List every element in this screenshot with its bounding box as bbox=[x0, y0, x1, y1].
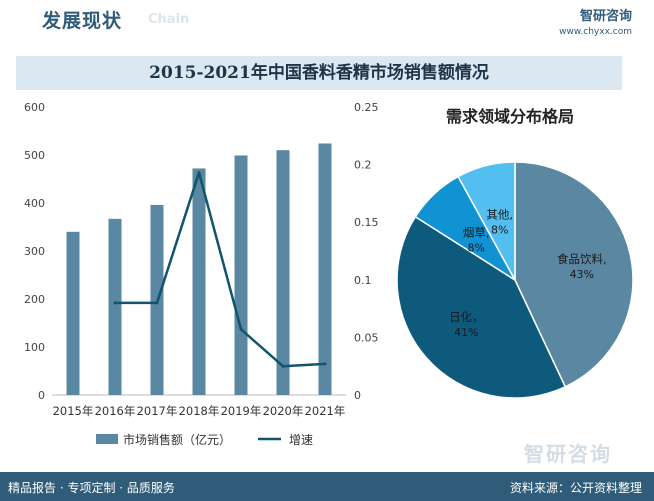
right-axis-tick-label: 0.05 bbox=[354, 331, 379, 344]
right-axis-tick-label: 0.25 bbox=[354, 101, 379, 114]
legend-bar-swatch bbox=[96, 434, 118, 444]
bar bbox=[234, 155, 248, 395]
right-axis-tick-label: 0.15 bbox=[354, 216, 379, 229]
pie-label: 食品饮料, bbox=[557, 252, 607, 266]
pie-slice bbox=[514, 161, 634, 388]
section-title: 发展现状 bbox=[42, 10, 123, 32]
watermark: 智研咨询 bbox=[524, 442, 612, 466]
pie-percent: 8% bbox=[468, 242, 485, 255]
left-axis-tick-label: 0 bbox=[38, 389, 45, 402]
left-axis-tick-label: 300 bbox=[24, 245, 45, 258]
left-axis-tick-label: 500 bbox=[24, 149, 45, 162]
category-label: 2020年 bbox=[263, 404, 304, 418]
pie-slice bbox=[457, 161, 516, 281]
bar bbox=[192, 168, 206, 395]
pie-label: 日化， bbox=[449, 310, 484, 324]
footer-source: 资料来源：公开资料整理 bbox=[509, 481, 642, 495]
category-label: 2018年 bbox=[179, 404, 220, 418]
category-label: 2021年 bbox=[305, 404, 346, 418]
pie-slice bbox=[396, 215, 567, 399]
chart-title: 2015-2021年中国香料香精市场销售额情况 bbox=[16, 56, 622, 90]
growth-point bbox=[113, 301, 117, 305]
category-label: 2015年 bbox=[53, 404, 94, 418]
left-axis-tick-label: 100 bbox=[24, 341, 45, 354]
section-subtitle: Chain bbox=[148, 12, 190, 27]
category-label: 2017年 bbox=[137, 404, 178, 418]
pie-title: 需求领域分布格局 bbox=[446, 107, 575, 126]
growth-point bbox=[239, 327, 243, 331]
right-axis-tick-label: 0 bbox=[354, 389, 361, 402]
pie-percent: 8% bbox=[491, 224, 508, 237]
bar bbox=[108, 218, 122, 395]
pie-percent: 43% bbox=[570, 268, 594, 281]
left-axis-tick-label: 200 bbox=[24, 293, 45, 306]
bar bbox=[318, 143, 332, 395]
growth-point bbox=[281, 364, 285, 368]
growth-point bbox=[323, 362, 327, 366]
category-label: 2019年 bbox=[221, 404, 262, 418]
left-axis-tick-label: 600 bbox=[24, 101, 45, 114]
footer-tagline: 精品报告 · 专项定制 · 品质服务 bbox=[8, 481, 175, 495]
growth-point bbox=[197, 171, 201, 175]
footer-bar: 精品报告 · 专项定制 · 品质服务 资料来源：公开资料整理 bbox=[0, 472, 654, 501]
right-axis-tick-label: 0.1 bbox=[354, 274, 372, 287]
page-header: 发展现状 Chain 智研咨询 www.chyxx.com bbox=[0, 0, 654, 40]
bar bbox=[276, 150, 290, 395]
brand-url: www.chyxx.com bbox=[559, 27, 632, 37]
left-axis-tick-label: 400 bbox=[24, 197, 45, 210]
growth-line bbox=[115, 171, 326, 368]
bar bbox=[66, 231, 80, 395]
pie-label: 烟草, bbox=[463, 226, 490, 240]
pie-percent: 41% bbox=[454, 326, 478, 339]
growth-point bbox=[155, 301, 159, 305]
right-axis-tick-label: 0.2 bbox=[354, 159, 372, 172]
legend-bar-label: 市场销售额（亿元） bbox=[123, 432, 231, 447]
pie-label: 其他, bbox=[486, 208, 513, 222]
category-label: 2016年 bbox=[95, 404, 136, 418]
legend-line-label: 增速 bbox=[289, 433, 313, 447]
brand-logo: 智研咨询 bbox=[579, 9, 632, 24]
